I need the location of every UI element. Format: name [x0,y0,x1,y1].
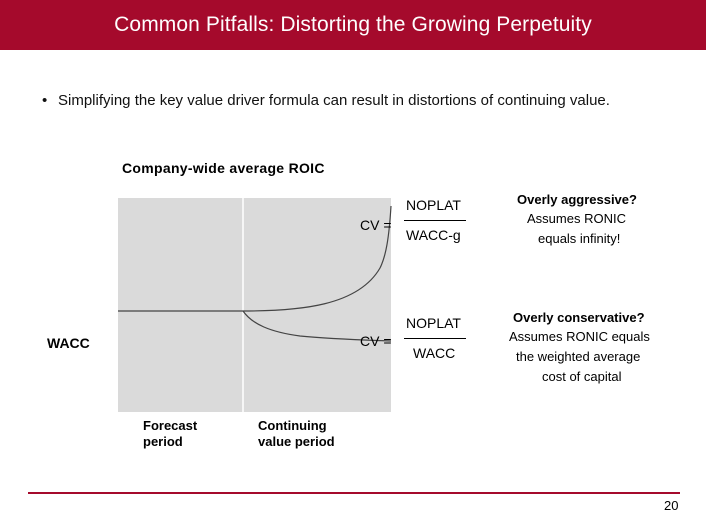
formula-aggressive-lhs: CV = [360,217,392,233]
bullet-icon: • [42,92,48,109]
conservative-line-1: Assumes RONIC equals [509,329,650,344]
chart-area [118,198,391,412]
aggressive-line-1: Assumes RONIC [527,211,626,226]
conservative-heading: Overly conservative? [513,310,645,325]
footer-divider [28,492,680,494]
continuing-period-label-line1: Continuing [258,418,327,433]
aggressive-heading: Overly aggressive? [517,192,637,207]
formula-aggressive-numerator: NOPLAT [406,197,461,213]
conservative-line-2: the weighted average [516,349,641,364]
bullet-point: • Simplifying the key value driver formul… [42,92,610,109]
formula-conservative-fraction-bar [404,338,466,339]
title-bar: Common Pitfalls: Distorting the Growing … [0,0,706,50]
formula-aggressive-denominator: WACC-g [406,227,461,243]
forecast-period-label-line1: Forecast [143,418,198,433]
aggressive-line-2: equals infinity! [538,231,621,246]
continuing-period-label-line2: value period [258,434,335,449]
slide-title: Common Pitfalls: Distorting the Growing … [114,13,592,36]
roic-label: Company-wide average ROIC [122,160,325,176]
conservative-line-3: cost of capital [542,369,622,384]
bullet-text: Simplifying the key value driver formula… [58,92,610,109]
forecast-period-label-line2: period [143,434,183,449]
formula-conservative-numerator: NOPLAT [406,315,461,331]
formula-conservative-lhs: CV = [360,333,392,349]
page-number: 20 [664,498,679,513]
wacc-label: WACC [47,335,90,351]
formula-aggressive-fraction-bar [404,220,466,221]
formula-conservative-denominator: WACC [413,345,456,361]
